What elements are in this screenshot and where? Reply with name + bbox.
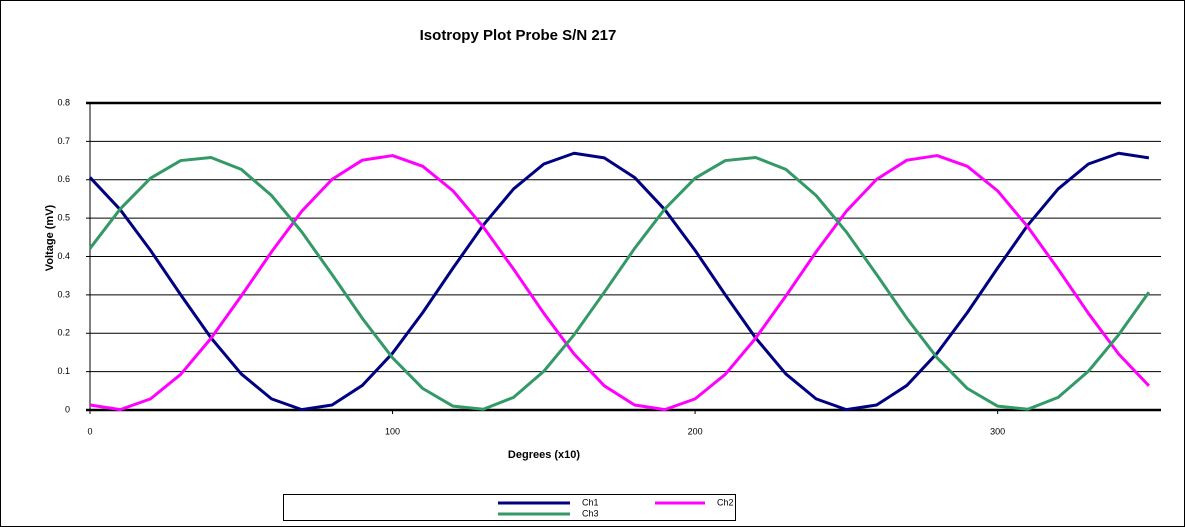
y-axis-label: Voltage (mV) [44, 204, 56, 271]
series-line [89, 154, 1150, 412]
y-tick-label: 0.8 [57, 97, 70, 107]
series-line [88, 155, 1151, 411]
x-axis-label: Degrees (x10) [508, 449, 580, 461]
x-tick-label: 0 [87, 426, 92, 436]
legend [283, 494, 736, 521]
y-tick-label: 0.7 [57, 136, 70, 146]
y-tick-label: 0.5 [57, 213, 70, 223]
y-tick-label: 0.2 [57, 328, 70, 338]
legend-label: Ch1 [582, 497, 599, 507]
legend-label: Ch3 [582, 508, 599, 518]
x-tick-label: 200 [688, 426, 703, 436]
y-tick-label: 0.4 [57, 251, 70, 261]
y-tick-label: 0.3 [57, 289, 70, 299]
y-tick-label: 0 [65, 404, 70, 414]
y-tick-label: 0.6 [57, 174, 70, 184]
legend-label: Ch2 [717, 497, 734, 507]
chart-title: Isotropy Plot Probe S/N 217 [420, 27, 617, 44]
y-tick-label: 0.1 [57, 366, 70, 376]
x-tick-label: 100 [385, 426, 400, 436]
series-line [88, 151, 1150, 412]
x-tick-label: 300 [990, 426, 1005, 436]
